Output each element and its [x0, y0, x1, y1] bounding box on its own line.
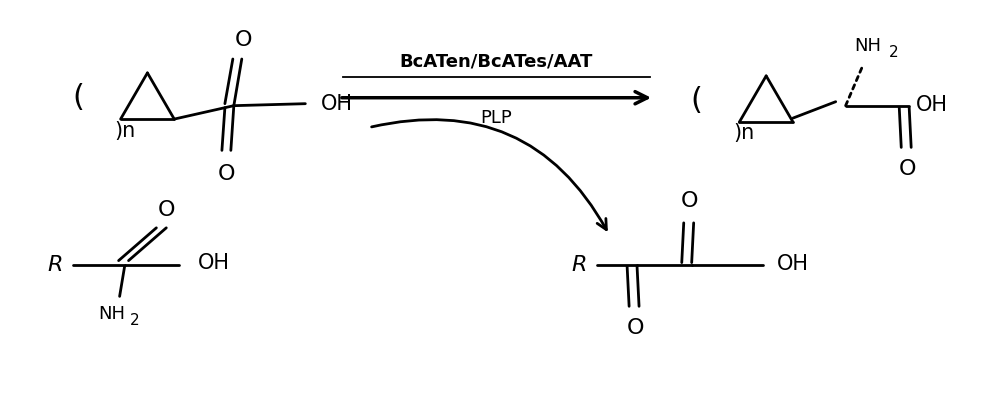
- Text: O: O: [681, 191, 698, 211]
- Text: )n: )n: [115, 120, 136, 140]
- Text: O: O: [626, 318, 644, 338]
- Text: OH: OH: [916, 95, 948, 115]
- Text: OH: OH: [198, 253, 230, 273]
- Text: NH: NH: [98, 305, 125, 323]
- Text: O: O: [218, 164, 236, 184]
- Text: O: O: [235, 30, 253, 50]
- Text: NH: NH: [854, 37, 881, 55]
- Text: OH: OH: [777, 254, 809, 274]
- Text: BcATen/BcATes/AAT: BcATen/BcATes/AAT: [400, 53, 593, 71]
- FancyArrowPatch shape: [372, 120, 606, 230]
- Text: )n: )n: [733, 123, 755, 144]
- Text: R: R: [572, 255, 587, 275]
- Text: OH: OH: [321, 94, 353, 114]
- Text: O: O: [898, 159, 916, 179]
- Text: 2: 2: [130, 313, 139, 328]
- Text: R: R: [47, 255, 63, 275]
- Text: O: O: [158, 200, 175, 220]
- Text: 2: 2: [888, 44, 898, 59]
- Text: (: (: [72, 83, 84, 112]
- Text: (: (: [691, 86, 703, 115]
- Text: PLP: PLP: [481, 109, 512, 127]
